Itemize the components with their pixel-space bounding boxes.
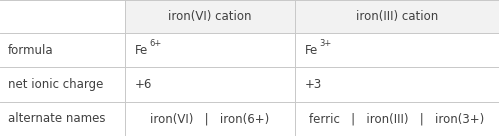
Text: iron(III) cation: iron(III) cation [356,10,438,23]
Text: formula: formula [8,44,53,56]
Text: alternate names: alternate names [8,112,105,126]
Text: +6: +6 [135,78,152,91]
Bar [125,0,499,33]
Text: Fe: Fe [135,44,148,56]
Text: iron(VI) cation: iron(VI) cation [168,10,252,23]
Text: net ionic charge: net ionic charge [8,78,103,91]
Text: 3+: 3+ [319,39,331,49]
Text: iron(VI)   |   iron(6+): iron(VI) | iron(6+) [150,112,269,126]
Text: 6+: 6+ [149,39,161,49]
Text: Fe: Fe [305,44,318,56]
Text: +3: +3 [305,78,322,91]
Text: ferric   |   iron(III)   |   iron(3+): ferric | iron(III) | iron(3+) [309,112,485,126]
